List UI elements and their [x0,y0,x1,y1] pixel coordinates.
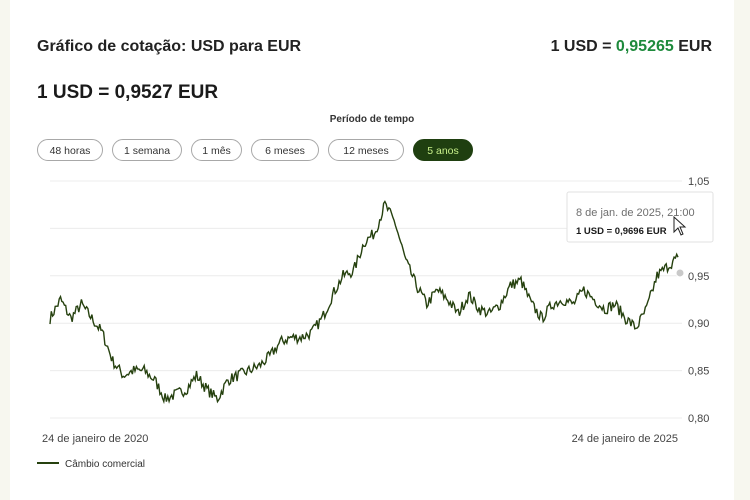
rate-value: 0,95265 [615,38,674,55]
tooltip-date: 8 de jan. de 2025, 21:00 [576,207,695,219]
period-6-months-button[interactable]: 6 meses [251,139,319,161]
legend-label: Câmbio comercial [65,459,146,470]
tooltip: 8 de jan. de 2025, 21:00 1 USD = 0,9696 … [566,191,714,243]
current-rate-big: 1 USD = 0,9527 EUR [37,82,219,103]
rate-suffix: EUR [673,38,712,55]
y-tick-label: 0,80 [688,413,709,425]
chart-title: Gráfico de cotação: USD para EUR [37,38,302,55]
period-label: Período de tempo [329,114,415,125]
y-tick-label: 0,85 [688,366,709,378]
chart-card: Gráfico de cotação: USD para EUR 1 USD =… [10,0,734,500]
hover-point [675,268,685,278]
period-48h-button[interactable]: 48 horas [37,139,103,161]
y-tick-label: 1,05 [688,176,709,188]
legend: Câmbio comercial [37,459,145,470]
period-1-month-button[interactable]: 1 mês [191,139,242,161]
grid-lines [50,180,682,419]
period-1-week-button[interactable]: 1 semana [112,139,182,161]
series-line-cambio-comercial [49,200,679,405]
mouse-cursor-icon [673,215,687,236]
period-5-years-button[interactable]: 5 anos [413,139,473,161]
period-12-months-button[interactable]: 12 meses [328,139,404,161]
current-rate-header: 1 USD = 0,95265 EUR [551,38,712,56]
legend-swatch [37,462,59,465]
y-tick-label: 0,90 [688,318,709,330]
x-tick-label: 24 de janeiro de 2020 [42,433,148,445]
tooltip-value: 1 USD = 0,9696 EUR [576,226,667,237]
y-tick-label: 0,95 [688,271,709,283]
x-tick-label: 24 de janeiro de 2025 [572,433,678,445]
rate-prefix: 1 USD = [550,38,616,55]
exchange-rate-chart[interactable]: 1,051,000,950,900,850,80 24 de janeiro d… [10,165,734,465]
x-axis-ticks: 24 de janeiro de 2020 24 de janeiro de 20… [42,433,678,445]
